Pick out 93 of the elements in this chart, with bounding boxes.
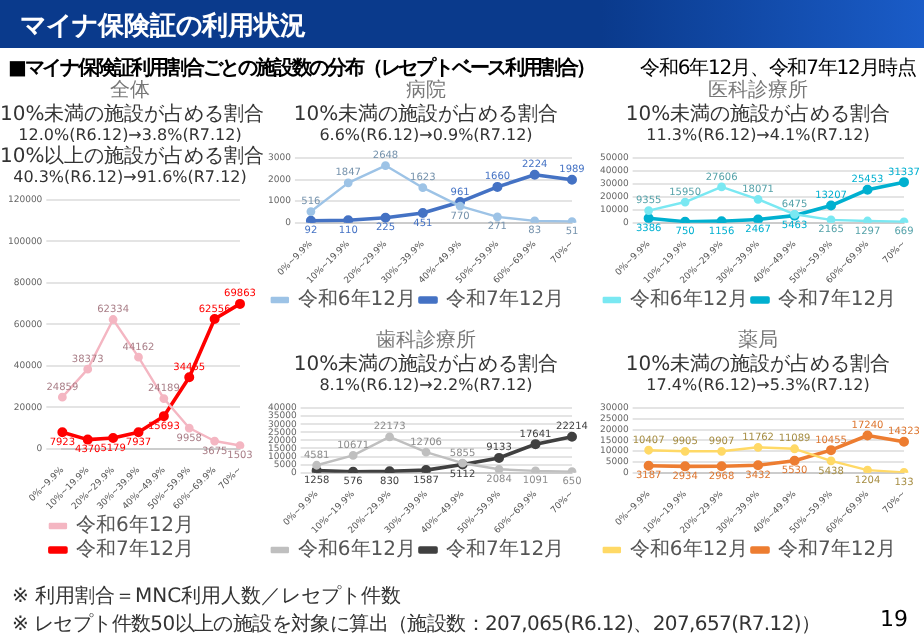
point bbox=[57, 392, 67, 402]
point bbox=[644, 445, 654, 455]
point bbox=[863, 216, 872, 223]
text: ※ レセプト件数50以上の施設を対象に算出（施設数：207,065(R6.12)、207,657(R7.12)） bbox=[12, 611, 821, 638]
legend-label: 令和7年12月 bbox=[75, 537, 195, 562]
point bbox=[235, 298, 245, 309]
text: 10%未満の施設が占める割合 6.6%(R6.12)→0.9%(R7.12) bbox=[291, 104, 561, 146]
point bbox=[753, 460, 764, 471]
text: ※ 利用割合＝MNC利用人数／レセプト件数 bbox=[12, 583, 402, 610]
point bbox=[643, 460, 654, 471]
point bbox=[899, 177, 909, 188]
point bbox=[421, 465, 432, 473]
point bbox=[494, 452, 505, 463]
point bbox=[826, 200, 837, 211]
chart-title: 薬局 bbox=[736, 330, 780, 353]
point bbox=[863, 465, 872, 473]
point bbox=[753, 214, 764, 223]
point bbox=[862, 184, 873, 195]
point bbox=[108, 315, 118, 324]
chart-title: 全体 bbox=[108, 80, 150, 103]
legend-label: 令和6年12月 bbox=[75, 513, 195, 538]
text: 10%未満の施設が占める割合 17.4%(R6.12)→5.3%(R7.12) bbox=[623, 354, 893, 396]
point bbox=[680, 461, 691, 472]
text: 10%未満の施設が占める割合 11.3%(R6.12)→4.1%(R7.12) bbox=[623, 104, 893, 146]
point bbox=[83, 364, 93, 374]
legend-label: 令和7年12月 bbox=[778, 537, 897, 562]
point bbox=[210, 436, 220, 446]
text: マイナ保険証の利用状況 bbox=[20, 10, 306, 44]
point bbox=[680, 446, 690, 456]
legend-label: 令和6年12月 bbox=[297, 537, 417, 562]
point bbox=[158, 411, 169, 422]
point bbox=[530, 439, 541, 450]
point bbox=[418, 183, 428, 193]
legend-label: 令和6年12月 bbox=[629, 537, 749, 562]
point bbox=[108, 432, 119, 443]
point bbox=[57, 427, 68, 438]
legend-label: 令和7年12月 bbox=[446, 287, 565, 312]
point bbox=[789, 455, 800, 466]
legend-label: 令和6年12月 bbox=[629, 287, 749, 312]
point bbox=[82, 434, 93, 445]
point bbox=[343, 178, 353, 188]
chart-title: 歯科診療所 bbox=[374, 330, 478, 353]
chart-title: 病院 bbox=[404, 80, 448, 103]
chart-title: 医科診療所 bbox=[706, 80, 810, 103]
point bbox=[790, 444, 799, 454]
legend-label: 令和6年12月 bbox=[297, 287, 417, 312]
point bbox=[531, 466, 540, 473]
point bbox=[567, 174, 577, 185]
point bbox=[455, 201, 465, 211]
point bbox=[184, 423, 194, 433]
point bbox=[492, 181, 503, 192]
text: 令和6年12月、令和7年12月時点 bbox=[640, 55, 916, 80]
point bbox=[312, 460, 322, 470]
point bbox=[494, 464, 504, 473]
point bbox=[644, 206, 654, 215]
point bbox=[716, 461, 727, 472]
legend-label: 令和7年12月 bbox=[446, 537, 565, 562]
point bbox=[717, 446, 726, 456]
point bbox=[899, 436, 909, 447]
point bbox=[529, 169, 540, 180]
point bbox=[235, 441, 245, 449]
point bbox=[348, 451, 358, 460]
point bbox=[643, 213, 654, 223]
point bbox=[567, 431, 577, 442]
point bbox=[530, 216, 540, 223]
point bbox=[385, 432, 394, 442]
point bbox=[306, 207, 316, 216]
point bbox=[381, 161, 390, 170]
point bbox=[753, 442, 763, 452]
point bbox=[184, 372, 195, 383]
text: 10%未満の施設が占める割合 8.1%(R6.12)→2.2%(R7.12) bbox=[291, 354, 561, 396]
point bbox=[421, 447, 431, 457]
point bbox=[826, 215, 836, 223]
point bbox=[753, 194, 763, 204]
text: ■マイナ保険証利用割合ごとの施設数の分布（レセプトベース利用割合） bbox=[8, 54, 595, 80]
text: 10%以上の施設が占める割合 40.3%(R6.12)→91.6%(R7.12) bbox=[0, 146, 265, 188]
text: 19 bbox=[880, 606, 908, 632]
text: 10%未満の施設が占める割合 12.0%(R6.12)→3.8%(R7.12) bbox=[0, 104, 265, 145]
point bbox=[826, 456, 836, 466]
point bbox=[862, 430, 873, 441]
point bbox=[680, 197, 690, 207]
point bbox=[826, 445, 837, 456]
point bbox=[717, 182, 726, 192]
point bbox=[305, 215, 316, 223]
point bbox=[133, 427, 144, 438]
point bbox=[380, 212, 391, 223]
legend-label: 令和7年12月 bbox=[778, 287, 897, 312]
point bbox=[134, 352, 143, 362]
point bbox=[209, 314, 220, 325]
point bbox=[159, 394, 169, 403]
point bbox=[493, 212, 502, 222]
point bbox=[417, 207, 428, 218]
point bbox=[343, 215, 354, 223]
